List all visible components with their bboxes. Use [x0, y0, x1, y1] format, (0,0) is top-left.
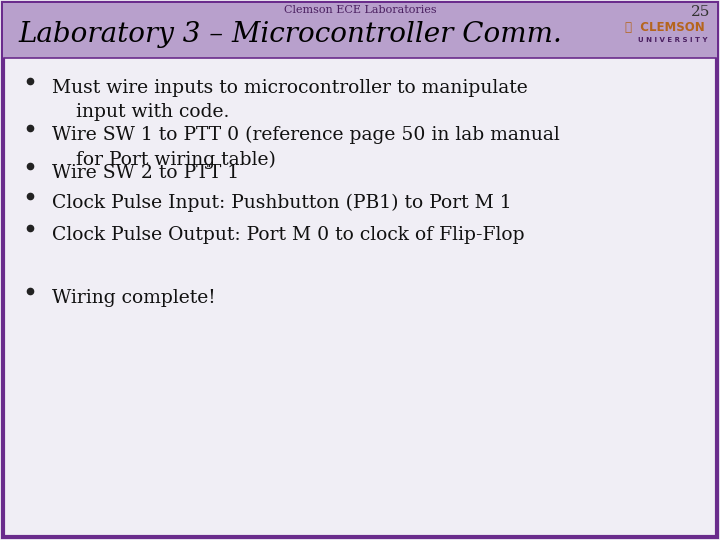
Text: 25: 25 [690, 5, 710, 19]
Text: Wire SW 1 to PTT 0 (reference page 50 in lab manual
    for Port wiring table): Wire SW 1 to PTT 0 (reference page 50 in… [52, 126, 559, 169]
Text: Wiring complete!: Wiring complete! [52, 289, 215, 307]
FancyBboxPatch shape [3, 3, 717, 537]
Text: ⛨  CLEMSON: ⛨ CLEMSON [625, 21, 705, 34]
Text: Clock Pulse Input: Pushbutton (PB1) to Port M 1: Clock Pulse Input: Pushbutton (PB1) to P… [52, 194, 512, 212]
Text: Clemson ECE Laboratories: Clemson ECE Laboratories [284, 5, 436, 15]
FancyBboxPatch shape [3, 3, 717, 58]
Text: Laboratory 3 – Microcontroller Comm.: Laboratory 3 – Microcontroller Comm. [18, 22, 562, 49]
Text: U N I V E R S I T Y: U N I V E R S I T Y [638, 37, 708, 43]
Text: Must wire inputs to microcontroller to manipulate
    input with code.: Must wire inputs to microcontroller to m… [52, 79, 528, 122]
Text: Wire SW 2 to PTT 1: Wire SW 2 to PTT 1 [52, 164, 239, 182]
Text: Clock Pulse Output: Port M 0 to clock of Flip-Flop: Clock Pulse Output: Port M 0 to clock of… [52, 226, 525, 244]
